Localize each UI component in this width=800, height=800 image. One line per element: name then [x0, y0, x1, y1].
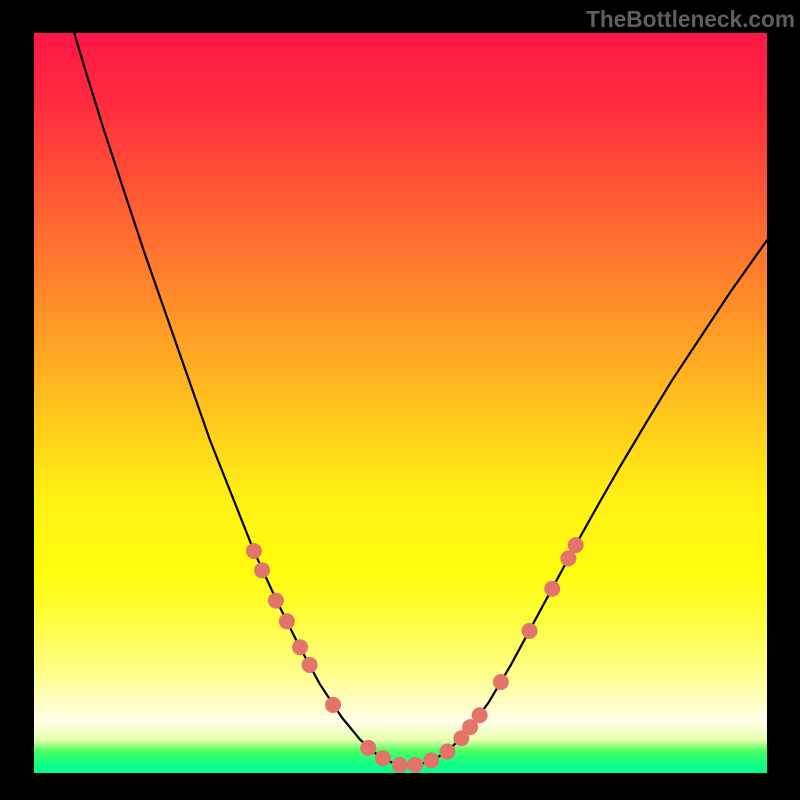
data-marker [360, 740, 376, 756]
chart-svg [34, 33, 767, 773]
data-marker [439, 744, 455, 760]
bottleneck-plot [34, 33, 767, 773]
data-marker [375, 750, 391, 766]
data-marker [522, 623, 538, 639]
data-marker [493, 674, 509, 690]
data-marker [568, 537, 584, 553]
data-marker [325, 697, 341, 713]
data-marker [268, 593, 284, 609]
data-marker [392, 757, 408, 773]
watermark-text: TheBottleneck.com [586, 6, 795, 33]
data-marker [472, 707, 488, 723]
data-marker [302, 657, 318, 673]
data-marker [544, 581, 560, 597]
data-marker [423, 752, 439, 768]
data-marker [254, 562, 270, 578]
data-marker [407, 757, 423, 773]
data-marker [279, 613, 295, 629]
data-marker [292, 639, 308, 655]
data-marker [246, 543, 262, 559]
